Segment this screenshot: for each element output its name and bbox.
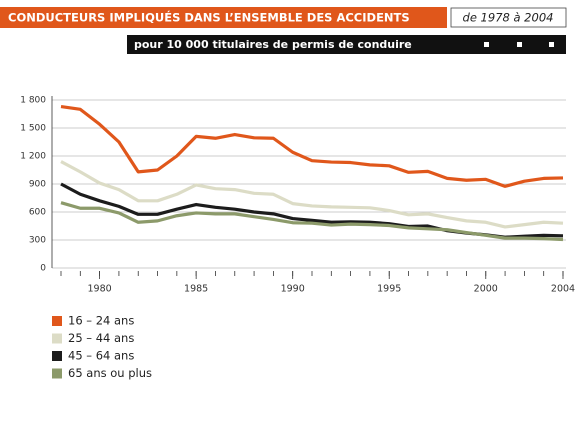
legend-swatch [52,351,62,361]
legend-swatch [52,316,62,326]
y-tick-label: 1 500 [20,124,46,134]
y-tick-label: 0 [40,264,46,274]
legend-swatch [52,368,62,379]
y-tick-label: 1 800 [20,96,46,106]
y-tick-label: 600 [29,208,46,218]
legend-label: 16 – 24 ans [68,314,134,328]
legend-label: 45 – 64 ans [68,349,134,363]
x-tick-label: 1985 [184,284,208,295]
decor-square [484,42,489,47]
title-box [0,7,447,28]
legend-swatch [52,333,62,344]
x-tick-label: 1990 [281,284,305,295]
y-tick-label: 1 200 [20,152,46,162]
x-tick-label: 1980 [88,284,112,295]
subtitle-box [450,7,567,28]
series-line [60,182,564,239]
series-line [60,104,564,188]
x-tick-label: 2000 [474,284,498,295]
chart-title: CONDUCTEURS IMPLIQUÉS DANS L’ENSEMBLE DE… [8,10,410,25]
series-line [60,201,564,242]
caption: pour 10 000 titulaires de permis de cond… [134,38,412,51]
x-tick-label: 1995 [377,284,401,295]
x-tick-label: 2004 [551,284,575,295]
y-tick-label: 300 [29,236,46,246]
decor-square [549,42,554,47]
caption-box [127,35,566,54]
subtitle: de 1978 à 2004 [463,11,554,25]
y-tick-label: 900 [29,180,46,190]
legend-label: 65 ans ou plus [68,366,152,380]
decor-square [517,42,522,47]
legend-label: 25 – 44 ans [68,331,134,345]
series-line [60,160,564,229]
